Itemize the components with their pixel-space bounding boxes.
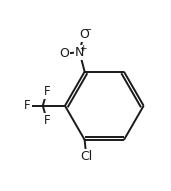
Text: F: F xyxy=(44,85,50,98)
Text: F: F xyxy=(44,114,50,127)
Text: O: O xyxy=(79,28,89,40)
Text: +: + xyxy=(80,44,87,53)
Text: Cl: Cl xyxy=(80,151,93,163)
Text: −: − xyxy=(83,25,92,35)
Text: F: F xyxy=(24,99,31,112)
Text: N: N xyxy=(75,45,84,58)
Text: O: O xyxy=(59,47,69,60)
